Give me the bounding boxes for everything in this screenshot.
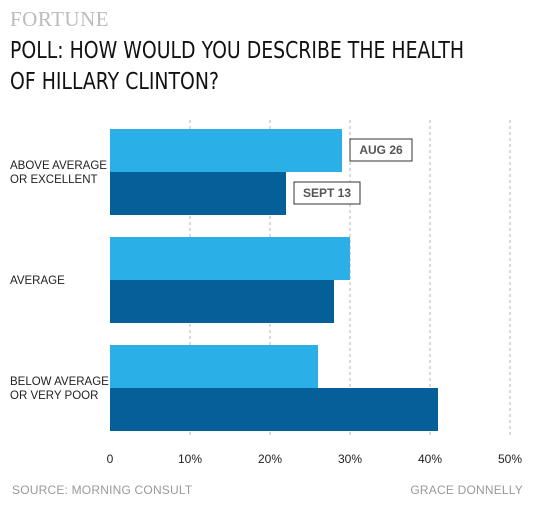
chart-title-line-2: OF HILLARY CLINTON? [10,69,220,95]
x-tick-label-50: 50% [498,452,522,466]
bar-series [110,129,438,431]
source-note: SOURCE: MORNING CONSULT [12,483,193,497]
x-tick-label-40: 40% [418,452,442,466]
category-label-2-0: BELOW AVERAGE [10,376,109,388]
legend-label-1: SEPT 13 [303,186,351,200]
x-tick-label-10: 10% [178,452,202,466]
bar-2-0 [110,345,318,388]
x-axis-tick-labels: 0 10% 20% 30% 40% 50% [107,452,523,466]
bar-0-0 [110,129,342,172]
legend-box-1 [293,181,361,205]
bar-0-1 [110,172,286,215]
bar-1-1 [110,280,334,323]
legend-box-0 [349,138,413,162]
bar-1-0 [110,237,350,280]
author-credit: GRACE DONNELLY [410,483,523,497]
inline-legend: AUG 26 SEPT 13 [293,138,413,205]
chart-title: POLL: HOW WOULD YOU DESCRIBE THE HEALTH … [10,36,527,98]
category-label-1-0: AVERAGE [10,275,65,287]
category-label-0-1: OR EXCELLENT [10,174,98,186]
bar-2-1 [110,388,438,431]
brand-logo: FORTUNE [10,7,110,31]
category-label-2-1: OR VERY POOR [10,390,98,402]
category-labels: ABOVE AVERAGE OR EXCELLENT AVERAGE BELOW AV… [10,160,109,402]
x-tick-label-20: 20% [258,452,282,466]
chart-title-line-1: POLL: HOW WOULD YOU DESCRIBE THE HEALTH [10,38,465,64]
x-tick-label-0: 0 [107,452,114,466]
legend-label-0: AUG 26 [359,143,403,157]
category-label-0-0: ABOVE AVERAGE [10,160,107,172]
x-tick-label-30: 30% [338,452,362,466]
